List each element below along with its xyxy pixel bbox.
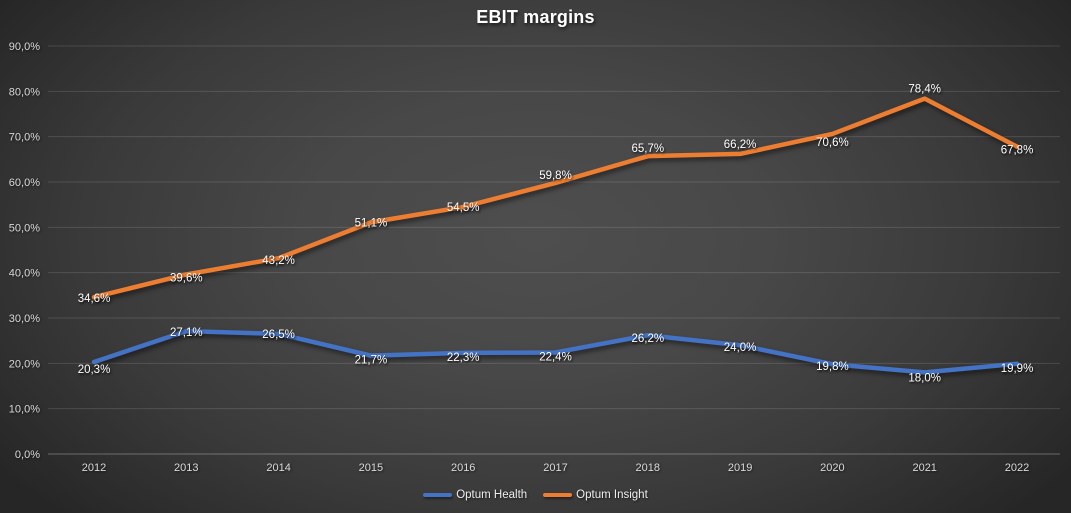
data-label: 26,2% bbox=[631, 333, 664, 345]
data-label: 39,6% bbox=[170, 272, 203, 284]
series-line-optum-health bbox=[91, 328, 1020, 375]
data-label: 59,8% bbox=[539, 170, 572, 182]
legend-label: Optum Health bbox=[456, 489, 528, 501]
legend-item-optum-insight: Optum Insight bbox=[543, 489, 648, 501]
legend-label: Optum Insight bbox=[576, 489, 648, 501]
chart-title: EBIT margins bbox=[476, 7, 595, 27]
y-tick-label: 10,0% bbox=[9, 404, 40, 416]
y-tick-label: 90,0% bbox=[9, 41, 40, 53]
x-tick-label: 2016 bbox=[451, 462, 475, 474]
data-label: 43,2% bbox=[262, 255, 295, 267]
y-tick-label: 80,0% bbox=[9, 86, 40, 98]
x-tick-label: 2014 bbox=[266, 462, 290, 474]
data-label: 66,2% bbox=[724, 139, 757, 151]
x-tick-label: 2021 bbox=[912, 462, 936, 474]
data-label: 22,3% bbox=[447, 352, 480, 364]
x-tick-label: 2017 bbox=[543, 462, 567, 474]
data-label: 24,0% bbox=[724, 342, 757, 354]
y-tick-label: 0,0% bbox=[15, 449, 40, 461]
y-tick-label: 50,0% bbox=[9, 222, 40, 234]
x-tick-label: 2018 bbox=[636, 462, 660, 474]
x-tick-label: 2020 bbox=[820, 462, 844, 474]
data-label: 54,5% bbox=[447, 202, 480, 214]
y-tick-label: 30,0% bbox=[9, 313, 40, 325]
data-label: 19,9% bbox=[1001, 363, 1034, 375]
data-label: 19,8% bbox=[816, 361, 849, 373]
x-tick-label: 2013 bbox=[174, 462, 198, 474]
x-tick-label: 2019 bbox=[728, 462, 752, 474]
y-tick-label: 70,0% bbox=[9, 132, 40, 144]
data-label: 51,1% bbox=[355, 217, 388, 229]
y-tick-label: 20,0% bbox=[9, 358, 40, 370]
y-tick-label: 60,0% bbox=[9, 177, 40, 189]
data-label: 20,3% bbox=[78, 364, 111, 376]
x-tick-label: 2015 bbox=[359, 462, 383, 474]
legend: Optum Health Optum Insight bbox=[0, 484, 1071, 506]
data-label: 18,0% bbox=[908, 372, 941, 384]
y-tick-label: 40,0% bbox=[9, 268, 40, 280]
data-label: 21,7% bbox=[355, 355, 388, 367]
data-label: 26,5% bbox=[262, 329, 295, 341]
legend-line-swatch-icon bbox=[543, 493, 573, 497]
data-label: 67,8% bbox=[1001, 145, 1034, 157]
data-label: 70,6% bbox=[816, 137, 849, 149]
legend-line-swatch-icon bbox=[423, 493, 453, 497]
x-tick-label: 2012 bbox=[82, 462, 106, 474]
legend-item-optum-health: Optum Health bbox=[423, 489, 527, 501]
x-tick-label: 2022 bbox=[1005, 462, 1029, 474]
data-label: 78,4% bbox=[908, 84, 941, 96]
data-label: 34,6% bbox=[78, 293, 111, 305]
data-label: 22,4% bbox=[539, 351, 572, 363]
series-line-optum-insight bbox=[91, 96, 1020, 300]
data-label: 27,1% bbox=[170, 327, 203, 339]
data-label: 65,7% bbox=[631, 143, 664, 155]
